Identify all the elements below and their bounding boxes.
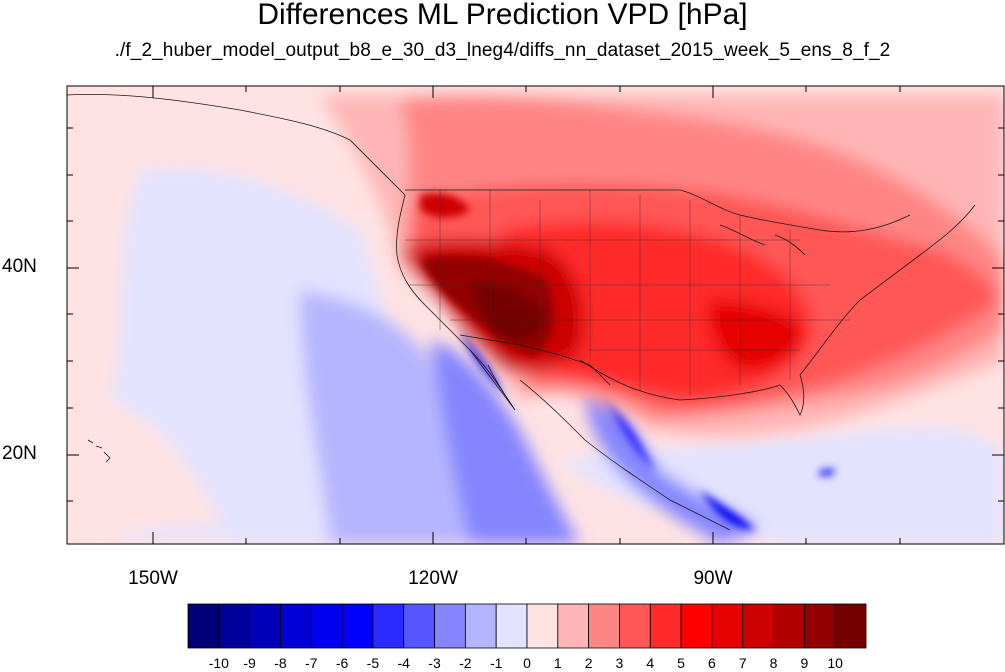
lon-label-150w: 150W bbox=[128, 568, 178, 589]
colorbar-tick-label: -1 bbox=[489, 655, 503, 671]
lon-label-120w: 120W bbox=[408, 568, 458, 589]
map-title: Differences ML Prediction VPD [hPa] bbox=[257, 0, 748, 31]
colorbar-tick-label: 2 bbox=[584, 655, 593, 671]
colorbar-tick-label: 1 bbox=[553, 655, 562, 671]
colorbar-swatch bbox=[403, 603, 435, 649]
colorbar-tick-label: -2 bbox=[459, 655, 472, 671]
map-field bbox=[67, 86, 1004, 544]
colorbar-swatch bbox=[834, 603, 867, 649]
hawaii-outline bbox=[87, 439, 111, 463]
colorbar-swatch bbox=[434, 603, 466, 649]
colorbar-swatch bbox=[310, 603, 343, 649]
colorbar-swatch bbox=[588, 603, 620, 649]
lat-label-20n: 20N bbox=[2, 443, 37, 464]
lon-label-90w: 90W bbox=[693, 568, 733, 589]
colorbar-tick-label: 8 bbox=[769, 655, 778, 671]
colorbar-tick-label: -4 bbox=[397, 655, 410, 671]
coastline-outline bbox=[67, 93, 976, 531]
plot-frame bbox=[66, 85, 1005, 545]
colorbar-tick-label: 10 bbox=[827, 655, 843, 671]
colorbar-swatch bbox=[218, 603, 251, 649]
colorbar-tick-label: 4 bbox=[646, 655, 655, 671]
colorbar-swatch bbox=[711, 603, 744, 649]
state-borders bbox=[405, 190, 850, 395]
colorbar-swatch bbox=[495, 603, 528, 649]
colorbar-tick-label: -10 bbox=[208, 655, 229, 671]
colorbar-swatch bbox=[773, 603, 805, 649]
colorbar-tick-label: 7 bbox=[738, 655, 747, 671]
colorbar-swatch bbox=[526, 603, 559, 649]
colorbar-swatch bbox=[557, 603, 590, 649]
colorbar-swatch bbox=[464, 603, 497, 649]
colorbar-tick-label: -3 bbox=[428, 655, 441, 671]
colorbar-tick-label: -6 bbox=[335, 655, 349, 671]
colorbar-swatch bbox=[372, 603, 405, 649]
colorbar-tick-label: 3 bbox=[615, 655, 624, 671]
colorbar-swatch bbox=[680, 603, 713, 649]
colorbar-swatch bbox=[341, 603, 374, 649]
lat-label-40n: 40N bbox=[2, 256, 37, 277]
map-subtitle: ./f_2_huber_model_output_b8_e_30_d3_lneg… bbox=[114, 40, 891, 61]
colorbar-tick-label: -8 bbox=[274, 655, 287, 671]
colorbar-tick-label: 9 bbox=[800, 655, 809, 671]
colorbar-tick-label: -7 bbox=[305, 655, 318, 671]
colorbar-tick-label: 5 bbox=[677, 655, 685, 671]
colorbar-swatch bbox=[649, 603, 682, 649]
colorbar-swatch bbox=[742, 603, 774, 649]
colorbar-swatch bbox=[249, 603, 281, 649]
colorbar-tick-label: 0 bbox=[523, 655, 531, 671]
colorbar-tick-label: -9 bbox=[243, 655, 256, 671]
colorbar-tick-label: -5 bbox=[366, 655, 380, 671]
colorbar-tick-label: 6 bbox=[708, 655, 716, 671]
colorbar-swatch bbox=[280, 603, 312, 649]
colorbar-swatch bbox=[619, 603, 651, 649]
colorbar-swatch bbox=[187, 603, 220, 649]
colorbar-swatch bbox=[803, 603, 836, 649]
axis-ticks bbox=[67, 86, 1004, 544]
colorbar bbox=[187, 603, 867, 649]
